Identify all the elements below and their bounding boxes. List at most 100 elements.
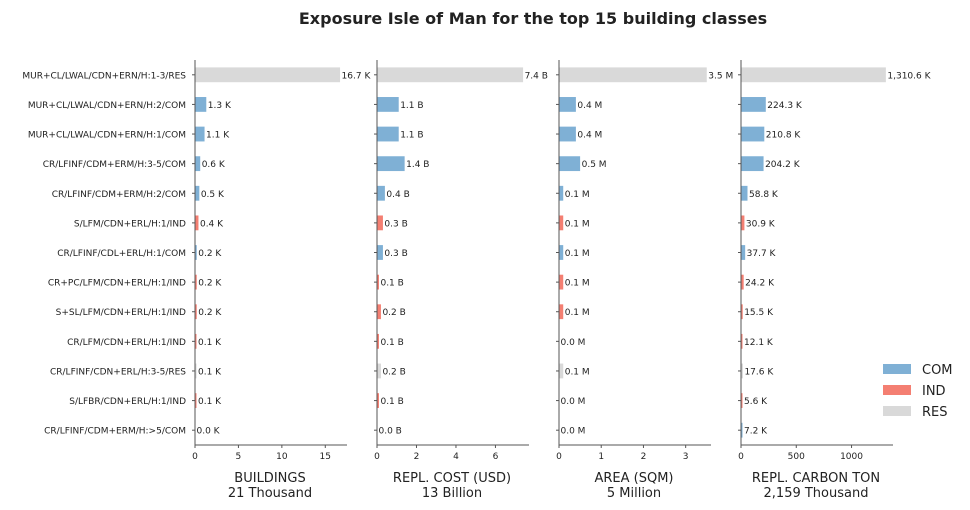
x-tick-label: 0 bbox=[556, 452, 562, 462]
bar bbox=[377, 67, 524, 83]
legend-swatch bbox=[883, 385, 911, 395]
bar bbox=[377, 304, 381, 320]
bar bbox=[741, 304, 743, 320]
x-tick-label: 0 bbox=[192, 452, 198, 462]
data-label: 12.1 K bbox=[744, 338, 774, 348]
x-tick-label: 5 bbox=[236, 452, 242, 462]
data-label: 0.1 B bbox=[380, 279, 403, 289]
data-label: 0.4 M bbox=[577, 131, 602, 141]
chart-panel-4: 1,310.6 K 224.3 K 210.8 K 204.2 K 58.8 K 30.9… bbox=[738, 60, 932, 501]
bar bbox=[741, 185, 748, 201]
bar bbox=[559, 363, 564, 379]
data-label: 210.8 K bbox=[766, 131, 802, 141]
bar bbox=[559, 126, 576, 142]
chart-title: Exposure Isle of Man for the top 15 buil… bbox=[299, 9, 767, 28]
category-label: CR/LFINF/CDM+ERM/H:2/COM bbox=[52, 190, 186, 200]
bar bbox=[559, 156, 581, 172]
data-label: 1.1 B bbox=[400, 101, 423, 111]
bar bbox=[195, 304, 197, 320]
data-label: 0.3 B bbox=[384, 219, 407, 229]
x-tick-label: 2 bbox=[641, 452, 647, 462]
x-tick-label: 1 bbox=[598, 452, 604, 462]
data-label: 0.6 K bbox=[202, 160, 226, 170]
category-label: MUR+CL/LWAL/CDN+ERN/H:1-3/RES bbox=[22, 71, 186, 81]
bar bbox=[377, 185, 385, 201]
bar bbox=[195, 363, 197, 379]
bar bbox=[195, 185, 200, 201]
x-tick-label: 10 bbox=[276, 452, 288, 462]
data-label: 16.7 K bbox=[342, 71, 372, 81]
category-label: S/LFM/CDN+ERL/H:1/IND bbox=[74, 219, 186, 229]
data-label: 24.2 K bbox=[745, 279, 775, 289]
bar bbox=[195, 67, 341, 83]
x-axis-sublabel: 13 Billion bbox=[422, 486, 482, 501]
bar bbox=[377, 97, 399, 112]
data-label: 0.1 K bbox=[198, 367, 222, 377]
bar bbox=[377, 393, 379, 408]
data-label: 15.5 K bbox=[744, 308, 774, 318]
bar bbox=[195, 215, 199, 231]
bar bbox=[195, 333, 197, 349]
data-label: 58.8 K bbox=[749, 190, 779, 200]
bar bbox=[741, 156, 764, 172]
bar bbox=[741, 333, 743, 349]
bar bbox=[741, 67, 886, 83]
data-label: 0.0 B bbox=[379, 427, 402, 437]
x-tick-label: 15 bbox=[320, 452, 331, 462]
data-label: 1.3 K bbox=[208, 101, 232, 111]
bar bbox=[741, 393, 743, 408]
data-label: 0.4 B bbox=[386, 190, 409, 200]
x-tick-label: 4 bbox=[453, 452, 459, 462]
category-label: CR+PC/LFM/CDN+ERL/H:1/IND bbox=[48, 279, 186, 289]
data-label: 0.1 M bbox=[565, 308, 590, 318]
bar bbox=[741, 245, 746, 260]
bar bbox=[195, 97, 207, 112]
bar bbox=[195, 126, 205, 142]
bar bbox=[559, 97, 576, 112]
bar bbox=[741, 215, 745, 231]
category-label: S/LFBR/CDN+ERL/H:1/IND bbox=[69, 397, 186, 407]
category-label: S+SL/LFM/CDN+ERL/H:1/IND bbox=[56, 308, 186, 318]
category-label: CR/LFINF/CDN+ERL/H:3-5/RES bbox=[50, 367, 186, 377]
data-label: 5.6 K bbox=[744, 397, 768, 407]
legend-swatch bbox=[883, 364, 911, 374]
x-axis-sublabel: 2,159 Thousand bbox=[764, 486, 869, 501]
bar bbox=[559, 215, 564, 231]
data-label: 1.1 B bbox=[400, 131, 423, 141]
x-axis-label: BUILDINGS bbox=[234, 471, 305, 486]
category-label: MUR+CL/LWAL/CDN+ERN/H:1/COM bbox=[28, 131, 186, 141]
x-tick-label: 500 bbox=[788, 452, 805, 462]
category-label: MUR+CL/LWAL/CDN+ERN/H:2/COM bbox=[28, 101, 186, 111]
legend: COM IND RES bbox=[883, 363, 953, 420]
data-label: 1.1 K bbox=[206, 131, 230, 141]
data-label: 0.2 K bbox=[198, 308, 222, 318]
data-label: 0.5 M bbox=[582, 160, 607, 170]
bar bbox=[559, 245, 564, 260]
category-label: CR/LFM/CDN+ERL/H:1/IND bbox=[67, 338, 186, 348]
x-axis-sublabel: 5 Million bbox=[607, 486, 661, 501]
data-label: 0.4 M bbox=[577, 101, 602, 111]
data-label: 0.0 M bbox=[561, 427, 586, 437]
bar bbox=[377, 156, 405, 172]
data-label: 0.2 K bbox=[198, 279, 222, 289]
bar bbox=[559, 185, 564, 201]
bar bbox=[377, 245, 383, 260]
x-tick-label: 0 bbox=[738, 452, 744, 462]
bar bbox=[559, 274, 564, 290]
bar bbox=[195, 274, 197, 290]
bar bbox=[741, 97, 766, 112]
bar bbox=[377, 126, 399, 142]
legend-label: RES bbox=[922, 405, 948, 420]
chart-panel-1: 16.7 K 1.3 K 1.1 K 0.6 K 0.5 K 0.4 K 0.2 K 0.2 … bbox=[192, 60, 371, 501]
bar bbox=[741, 422, 743, 438]
data-label: 0.3 B bbox=[384, 249, 407, 259]
chart-panel-3: 3.5 M 0.4 M 0.4 M 0.5 M 0.1 M 0.1 M 0.1 M 0.1 M… bbox=[556, 60, 733, 501]
data-label: 0.4 K bbox=[200, 219, 224, 229]
x-axis-label: REPL. CARBON TON bbox=[752, 471, 880, 486]
bar bbox=[195, 393, 197, 408]
data-label: 0.2 B bbox=[382, 367, 405, 377]
bar bbox=[377, 215, 383, 231]
bar bbox=[195, 245, 197, 260]
data-label: 0.1 M bbox=[565, 190, 590, 200]
